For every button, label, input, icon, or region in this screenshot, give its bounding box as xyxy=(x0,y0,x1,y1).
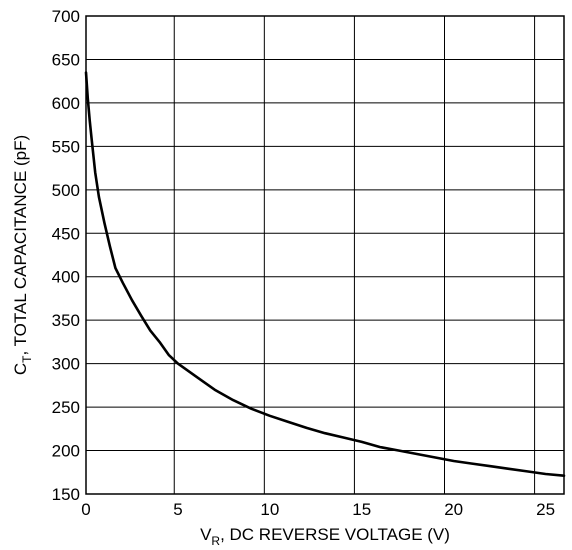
x-tick-label: 0 xyxy=(81,500,90,519)
plot-frame xyxy=(85,15,565,495)
y-tick-labels: 150 200 250 300 350 400 450 500 550 600 650 700 xyxy=(52,7,80,504)
x-tick-label: 5 xyxy=(173,500,182,519)
y-axis-title-subscript: T xyxy=(20,355,34,363)
y-tick-label: 400 xyxy=(52,268,80,287)
x-tick-label: 15 xyxy=(352,500,371,519)
x-axis-title: VR, DC REVERSE VOLTAGE (V) xyxy=(200,525,450,548)
y-tick-label: 350 xyxy=(52,311,80,330)
capacitance-curve xyxy=(84,71,566,478)
y-tick-label: 450 xyxy=(52,224,80,243)
y-tick-label: 250 xyxy=(52,398,80,417)
y-axis-title-main: C xyxy=(11,363,30,375)
x-axis-title-main: V xyxy=(200,525,212,544)
x-axis-title-subscript: R xyxy=(211,534,220,548)
y-tick-label: 600 xyxy=(52,94,80,113)
y-axis-title-rest: , TOTAL CAPACITANCE (pF) xyxy=(11,135,30,356)
y-axis-title: CT, TOTAL CAPACITANCE (pF) xyxy=(11,135,34,375)
x-tick-labels: 0 5 10 15 20 25 xyxy=(81,500,555,519)
y-tick-label: 300 xyxy=(52,355,80,374)
x-tick-label: 25 xyxy=(536,500,555,519)
y-tick-label: 150 xyxy=(52,485,80,504)
y-tick-label: 550 xyxy=(52,137,80,156)
y-tick-label: 650 xyxy=(52,50,80,69)
y-tick-label: 500 xyxy=(52,181,80,200)
series-layer xyxy=(84,71,566,478)
x-tick-label: 10 xyxy=(260,500,279,519)
x-tick-label: 20 xyxy=(444,500,463,519)
y-tick-label: 200 xyxy=(52,442,80,461)
grid-lines xyxy=(85,15,564,495)
x-axis-title-rest: , DC REVERSE VOLTAGE (V) xyxy=(220,525,450,544)
y-tick-label: 700 xyxy=(52,7,80,26)
